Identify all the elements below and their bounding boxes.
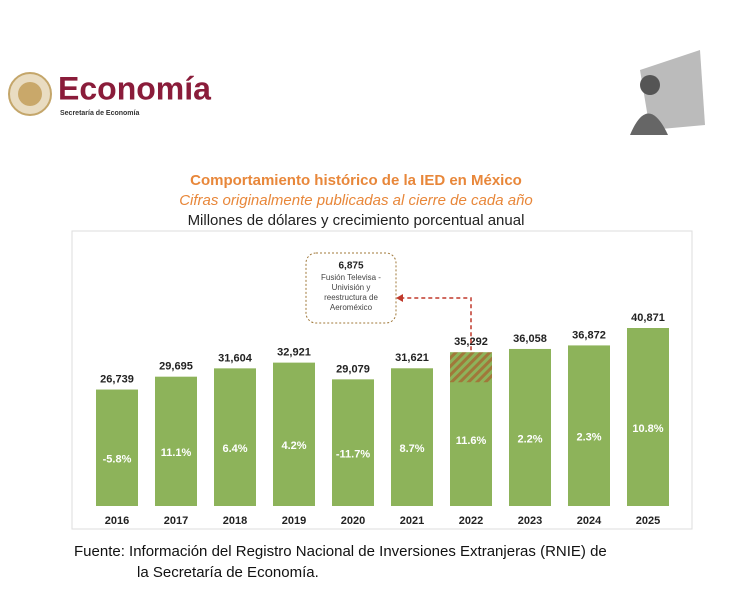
chart-title: Comportamiento histórico de la IED en Mé… [190,172,522,189]
value-label: 36,872 [572,329,606,341]
value-label: 26,739 [100,373,134,385]
bar [273,362,315,506]
source-line: la Secretaría de Economía. [137,564,319,581]
annotation-text: Fusión Televisa - [321,273,381,282]
growth-label: -11.7% [336,449,370,461]
bar [332,379,374,506]
annotation-text: Univisión y [332,283,371,292]
x-tick-label: 2020 [341,515,365,527]
value-label: 40,871 [631,312,665,324]
bar [568,345,610,506]
x-tick-label: 2024 [577,515,602,527]
annotation-text: reestructura de [324,293,378,302]
annotation-text: Aeroméxico [330,303,373,312]
logo-emblem-center [18,82,42,106]
growth-label: 2.3% [576,432,601,444]
growth-label: 11.6% [456,435,487,447]
value-label: 32,921 [277,347,311,359]
chart-subtitle: Cifras originalmente publicadas al cierr… [179,192,533,209]
annotated-segment [450,352,492,383]
bar [155,376,197,506]
x-tick-label: 2022 [459,515,483,527]
x-tick-label: 2023 [518,515,542,527]
header-subtitle: Secretaría de Economía [60,110,139,117]
bar [391,368,433,506]
value-label: 36,058 [513,333,547,345]
value-label: 29,079 [336,363,370,375]
growth-label: 10.8% [632,423,663,435]
growth-label: 2.2% [517,433,542,445]
x-tick-label: 2019 [282,515,306,527]
annotation-arrow [400,297,472,351]
header-title: Economía [58,70,211,106]
bar [509,348,551,506]
bar [214,368,256,506]
growth-label: -5.8% [103,454,132,466]
annotation-value: 6,875 [338,261,363,272]
x-tick-label: 2021 [400,515,424,527]
value-label: 31,604 [218,352,253,364]
x-tick-label: 2018 [223,515,247,527]
value-label: 31,621 [395,352,429,364]
x-tick-label: 2016 [105,515,129,527]
source-line: Fuente: Información del Registro Naciona… [74,543,607,560]
bar [627,328,669,506]
growth-label: 8.7% [399,443,424,455]
x-tick-label: 2025 [636,515,660,527]
value-label: 29,695 [159,361,193,373]
header-illustration [630,50,705,135]
chart-description: Millones de dólares y crecimiento porcen… [188,212,525,229]
growth-label: 4.2% [281,440,306,452]
annotation-arrowhead [396,294,403,302]
bar [96,389,138,506]
growth-label: 11.1% [161,447,192,459]
annotation-box [305,252,397,324]
growth-label: 6.4% [222,443,247,455]
x-tick-label: 2017 [164,515,188,527]
